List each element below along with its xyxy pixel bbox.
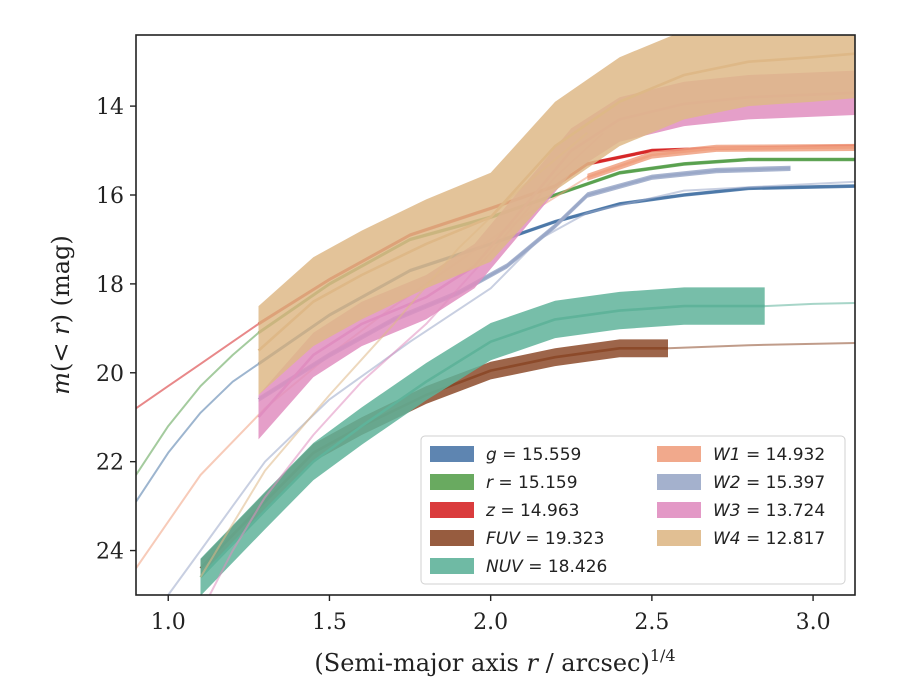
tick-layer: 1.0 1.5 2.0 2.5 3.0 14 16 18 20 22 24: [96, 95, 831, 635]
y-tick-label: 20: [96, 362, 124, 387]
legend-label-z: z = 14.963: [485, 501, 579, 521]
series-nuv-line: [199, 304, 765, 579]
legend-label-r: r = 15.159: [486, 473, 578, 493]
y-tick-label: 22: [96, 451, 124, 476]
legend-swatch-w4: [657, 530, 701, 546]
legend-box: [420, 435, 846, 585]
series-w4-line: [257, 52, 855, 352]
y-tick-label: 24: [96, 540, 124, 565]
legend-swatch-w2: [657, 474, 701, 490]
x-tick-label: 3.0: [796, 610, 831, 635]
x-axis-label: (Semi-major axis r / arcsec)1/4: [314, 646, 675, 677]
series-fuv-thin-line: [667, 342, 855, 350]
legend-label-nuv: NUV = 18.426: [486, 557, 607, 577]
legend: g = 15.559 r = 15.159 z = 14.963 FUV = 19.3…: [420, 435, 846, 585]
legend-swatch-g: [430, 446, 474, 462]
x-tick-label: 2.0: [473, 610, 508, 635]
x-tick-label: 1.5: [312, 610, 347, 635]
legend-label-w3: W3 = 13.724: [713, 501, 825, 521]
series-nuv-band: [200, 287, 765, 595]
series-w4-band: [258, 35, 855, 395]
legend-label-fuv: FUV = 19.323: [486, 529, 604, 549]
legend-label-w1: W1 = 14.932: [713, 445, 825, 465]
series-w1-line: [586, 146, 855, 179]
y-tick-label: 14: [96, 95, 124, 120]
legend-swatch-nuv: [430, 558, 474, 574]
x-tick-label: 1.0: [151, 610, 186, 635]
series-w3-band: [258, 70, 855, 440]
legend-label-w4: W4 = 12.817: [713, 529, 825, 549]
legend-label-w2: W2 = 15.397: [713, 473, 825, 493]
legend-swatch-w3: [657, 502, 701, 518]
legend-swatch-z: [430, 502, 474, 518]
x-tick-label: 2.5: [634, 610, 669, 635]
series-nuv-thin-line: [764, 302, 855, 308]
series-w1-band: [587, 143, 855, 181]
legend-label-g: g = 15.559: [486, 445, 581, 465]
plot-frame: [135, 34, 856, 596]
series-layer: [136, 35, 855, 595]
legend-swatch-r: [430, 474, 474, 490]
y-tick-label: 18: [96, 273, 124, 298]
legend-swatch-fuv: [430, 530, 474, 546]
legend-swatch-w1: [657, 446, 701, 462]
series-w2-thin-line: [166, 180, 855, 595]
y-tick-label: 16: [96, 184, 124, 209]
y-axis-label: m(< r) (mag): [47, 235, 75, 395]
